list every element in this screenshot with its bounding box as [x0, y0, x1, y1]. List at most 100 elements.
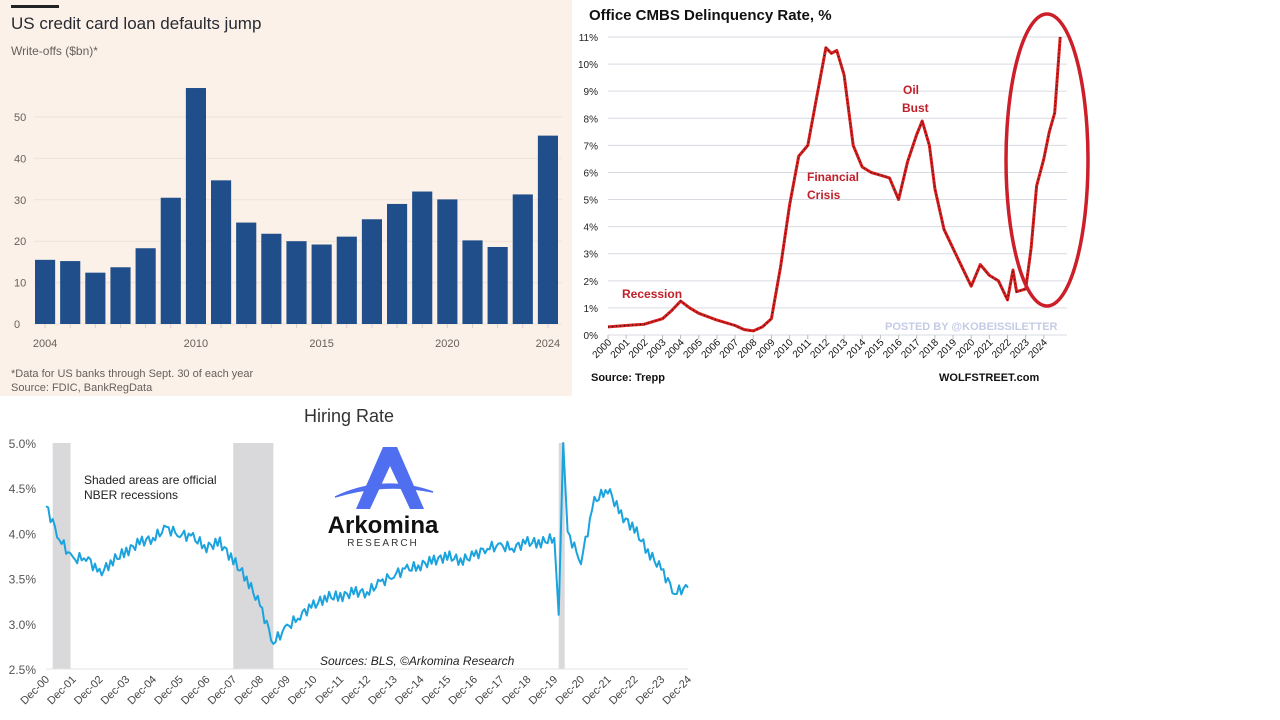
bar-2014	[286, 241, 307, 324]
bar-2009	[160, 197, 181, 324]
x-tick-label: 2013	[827, 337, 851, 361]
x-tick-label: Dec-02	[72, 674, 106, 708]
chart-brand: WOLFSTREET.com	[939, 372, 1040, 384]
bar-2006	[85, 272, 106, 324]
bar-2021	[462, 240, 483, 324]
y-tick-label: 3%	[584, 250, 599, 261]
line-plot-area: 0%1%2%3%4%5%6%7%8%9%10%11%20002001200220…	[578, 12, 1090, 361]
chart-title: Hiring Rate	[304, 406, 395, 426]
y-tick-label: 5%	[584, 196, 599, 207]
watermark: POSTED BY @KOBEISSILETTER	[885, 321, 1058, 333]
x-tick-label: 2011	[791, 337, 814, 360]
y-tick-label: 4%	[584, 223, 599, 234]
x-tick-label: Dec-12	[340, 674, 374, 708]
x-tick-label: Dec-22	[607, 674, 641, 708]
hiring-rate-chart: Hiring Rate 2.5% 3.0% 3.5% 4.0% 4.5% 5.0% Dec-…	[0, 400, 700, 720]
x-tick-label: 2020	[435, 338, 459, 350]
chart-title: Office CMBS Delinquency Rate, %	[589, 7, 832, 24]
bar-2023	[512, 194, 533, 324]
y-tick-label: 8%	[584, 114, 599, 125]
y-tick-label: 9%	[584, 87, 599, 98]
x-tick-label: Dec-23	[634, 674, 668, 708]
y-tick-label: 0%	[584, 331, 599, 342]
x-tick-label: Dec-16	[447, 674, 481, 708]
bar-2011	[211, 180, 232, 324]
y-tick-label: 11%	[579, 33, 598, 44]
bar-2005	[60, 261, 81, 324]
x-tick-label: 2024	[1026, 337, 1050, 361]
x-tick-label: Dec-09	[259, 674, 293, 708]
x-tick-label: 2018	[917, 337, 941, 361]
chart-footnote: *Data for US banks through Sept. 30 of e…	[11, 368, 254, 380]
recession-shade	[558, 443, 565, 669]
y-tick-label: 3.0%	[9, 618, 37, 632]
line-plot-area: 2.5%3.0%3.5%4.0%4.5%5.0%Dec-00Dec-01Dec-…	[9, 437, 695, 708]
x-tick-label: Dec-03	[99, 674, 133, 708]
credit-card-defaults-chart: US credit card loan defaults jump Write-…	[0, 0, 572, 396]
hiring-rate-line	[45, 442, 689, 645]
x-tick-label: 2020	[954, 337, 978, 361]
bar-2010	[185, 88, 206, 325]
bar-2024	[537, 135, 558, 324]
x-tick-label: 2012	[809, 337, 833, 361]
chart-title: US credit card loan defaults jump	[11, 14, 262, 33]
bar-2015	[311, 244, 332, 324]
recession-shade	[52, 443, 71, 669]
y-tick-label: 6%	[584, 168, 599, 179]
x-tick-label: 2022	[990, 337, 1014, 361]
bar-2008	[135, 248, 156, 324]
x-tick-label: 2004	[663, 337, 687, 361]
logo-name: Arkomina	[328, 512, 439, 539]
bar-2013	[261, 233, 282, 324]
x-tick-label: Dec-00	[19, 674, 53, 708]
chart-sources: Sources: BLS, ©Arkomina Research	[320, 654, 515, 668]
x-tick-label: Dec-07	[206, 674, 240, 708]
x-tick-label: 2015	[309, 338, 333, 350]
bar-2018	[387, 203, 408, 324]
x-tick-label: Dec-20	[554, 674, 588, 708]
y-tick-label: 10	[14, 278, 26, 290]
x-tick-label: 2008	[736, 337, 760, 361]
annotation-financial: Financial	[807, 170, 859, 184]
x-tick-label: Dec-06	[179, 674, 213, 708]
y-tick-label: 4.5%	[9, 482, 37, 496]
x-tick-label: 2017	[899, 337, 923, 361]
y-tick-label: 1%	[584, 304, 599, 315]
annotation-bust: Bust	[902, 101, 929, 115]
x-tick-label: Dec-24	[661, 674, 695, 708]
y-tick-label: 3.5%	[9, 573, 37, 587]
y-tick-label: 20	[14, 236, 26, 248]
x-tick-label: 2010	[184, 338, 208, 350]
x-tick-label: 2007	[718, 337, 742, 361]
x-tick-label: 2006	[700, 337, 724, 361]
x-tick-label: 2001	[609, 337, 633, 361]
bar-2007	[110, 267, 131, 324]
recession-shade	[233, 443, 274, 669]
x-tick-label: 2016	[881, 337, 905, 361]
x-tick-label: Dec-10	[286, 674, 320, 708]
recession-note: NBER recessions	[84, 488, 178, 502]
y-tick-label: 0	[14, 319, 20, 331]
y-tick-label: 50	[14, 112, 26, 124]
x-tick-label: Dec-14	[393, 674, 427, 708]
y-tick-label: 2%	[584, 277, 599, 288]
bar-2017	[361, 219, 382, 324]
y-tick-label: 10%	[578, 60, 598, 71]
bar-plot-area: 0 10 20 30 40 50 2004 2010 2015 2020 2024	[14, 88, 562, 350]
x-tick-label: 2010	[772, 337, 796, 361]
chart-source: Source: Trepp	[591, 372, 665, 384]
bar-2022	[487, 246, 508, 324]
annotation-recession: Recession	[622, 287, 682, 301]
bar-2020	[437, 199, 458, 324]
x-tick-label: 2015	[863, 337, 887, 361]
x-tick-label: Dec-17	[473, 674, 507, 708]
bar-2016	[336, 236, 357, 324]
bar-2019	[412, 191, 433, 324]
title-accent-bar	[11, 5, 59, 8]
annotation-crisis: Crisis	[807, 188, 841, 202]
y-tick-label: 4.0%	[9, 527, 37, 541]
x-tick-label: 2004	[33, 338, 57, 350]
logo-subtitle: RESEARCH	[347, 538, 419, 549]
